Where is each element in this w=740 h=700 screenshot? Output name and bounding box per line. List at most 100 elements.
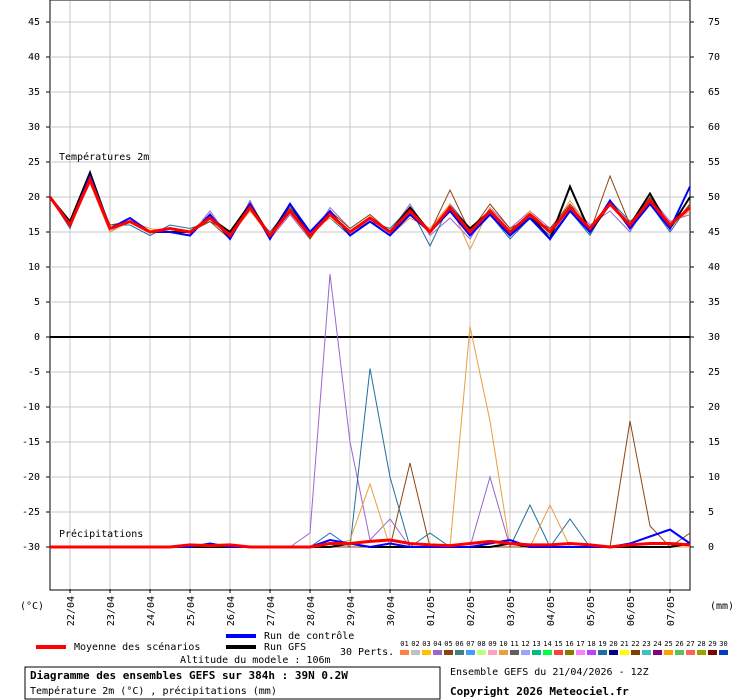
pert-swatch bbox=[521, 650, 530, 655]
temperature-line bbox=[48, 175, 691, 238]
pert-swatch bbox=[499, 650, 508, 655]
pert-swatch bbox=[653, 650, 662, 655]
x-tick-label: 07/05 bbox=[666, 596, 677, 626]
footer-box bbox=[24, 666, 441, 700]
pert-label: 26 bbox=[675, 640, 683, 648]
y-tick-label: -30 bbox=[22, 542, 40, 553]
y2-unit: (mm) bbox=[710, 601, 734, 612]
pert-label: 15 bbox=[554, 640, 562, 648]
pert-label: 28 bbox=[697, 640, 705, 648]
y-tick-label: 0 bbox=[34, 332, 40, 343]
pert-swatch bbox=[565, 650, 574, 655]
pert-swatch bbox=[598, 650, 607, 655]
x-tick-label: 02/05 bbox=[466, 596, 477, 626]
x-tick-label: 06/05 bbox=[626, 596, 637, 626]
pert-swatch bbox=[433, 650, 442, 655]
pert-label: 21 bbox=[620, 640, 628, 648]
pert-swatch bbox=[543, 650, 552, 655]
y-tick-label: 10 bbox=[28, 262, 40, 273]
pert-label: 04 bbox=[433, 640, 441, 648]
pert-swatch bbox=[675, 650, 684, 655]
pert-swatch bbox=[708, 650, 717, 655]
pert-swatch bbox=[631, 650, 640, 655]
pert-swatch bbox=[554, 650, 563, 655]
y2-tick-label: 35 bbox=[708, 297, 720, 308]
y2-tick-label: 25 bbox=[708, 367, 720, 378]
y-tick-label: -5 bbox=[28, 367, 40, 378]
pert-label: 30 bbox=[719, 640, 727, 648]
x-tick-label: 23/04 bbox=[106, 596, 117, 626]
pert-label: 13 bbox=[532, 640, 540, 648]
pert-label: 20 bbox=[609, 640, 617, 648]
temperature-label: Températures 2m bbox=[59, 151, 149, 163]
pert-swatch bbox=[642, 650, 651, 655]
pert-label: 22 bbox=[631, 640, 639, 648]
y2-tick-label: 40 bbox=[708, 262, 720, 273]
legend-label: Run GFS bbox=[264, 642, 306, 653]
pert-swatch bbox=[719, 650, 728, 655]
plot-frame bbox=[49, 0, 691, 591]
run-info: Ensemble GEFS du 21/04/2026 - 12Z bbox=[450, 667, 649, 678]
pert-label: 08 bbox=[477, 640, 485, 648]
pert-swatch bbox=[422, 650, 431, 655]
footer-subtitle: Température 2m (°C) , précipitations (mm… bbox=[30, 685, 277, 697]
precipitation-line bbox=[50, 538, 691, 549]
y2-tick-label: 75 bbox=[708, 17, 720, 28]
pert-swatch bbox=[477, 650, 486, 655]
y-tick-label: 15 bbox=[28, 227, 40, 238]
pert-swatch bbox=[609, 650, 618, 655]
x-tick-label: 30/04 bbox=[386, 596, 397, 626]
y-tick-label: 40 bbox=[28, 52, 40, 63]
copyright: Copyright 2026 Meteociel.fr bbox=[450, 685, 629, 698]
legend-label: Run de contrôle bbox=[264, 630, 354, 642]
pert-label: 17 bbox=[576, 640, 584, 648]
y2-tick-label: 20 bbox=[708, 402, 720, 413]
legend-label: Moyenne des scénarios bbox=[74, 641, 200, 653]
pert-swatch bbox=[576, 650, 585, 655]
footer-title: Diagramme des ensembles GEFS sur 384h : … bbox=[30, 669, 348, 682]
x-tick-label: 03/05 bbox=[506, 596, 517, 626]
pert-label: 23 bbox=[642, 640, 650, 648]
perts-label: 30 Perts. bbox=[340, 647, 394, 658]
y2-tick-label: 65 bbox=[708, 87, 720, 98]
x-tick-label: 01/05 bbox=[426, 596, 437, 626]
pert-label: 24 bbox=[653, 640, 661, 648]
x-tick-label: 26/04 bbox=[226, 596, 237, 626]
pert-label: 16 bbox=[565, 640, 573, 648]
x-tick-label: 29/04 bbox=[346, 596, 357, 626]
pert-label: 18 bbox=[587, 640, 595, 648]
pert-swatch bbox=[697, 650, 706, 655]
y2-tick-label: 60 bbox=[708, 122, 720, 133]
pert-label: 01 bbox=[400, 640, 408, 648]
pert-swatch bbox=[587, 650, 596, 655]
series-lines bbox=[48, 169, 691, 549]
y-unit: (°C) bbox=[20, 601, 44, 612]
x-tick-label: 04/05 bbox=[546, 596, 557, 626]
pert-swatch bbox=[686, 650, 695, 655]
x-tick-label: 27/04 bbox=[266, 596, 277, 626]
y-tick-label: -20 bbox=[22, 472, 40, 483]
x-tick-label: 25/04 bbox=[186, 596, 197, 626]
pert-swatch bbox=[444, 650, 453, 655]
pert-label: 06 bbox=[455, 640, 463, 648]
y-tick-label: -25 bbox=[22, 507, 40, 518]
pert-label: 10 bbox=[499, 640, 507, 648]
y-tick-label: 25 bbox=[28, 157, 40, 168]
precipitation-label: Précipitations bbox=[59, 528, 143, 540]
pert-swatch bbox=[411, 650, 420, 655]
y2-tick-label: 45 bbox=[708, 227, 720, 238]
pert-swatch bbox=[455, 650, 464, 655]
pert-label: 25 bbox=[664, 640, 672, 648]
pert-label: 19 bbox=[598, 640, 606, 648]
pert-label: 29 bbox=[708, 640, 716, 648]
pert-swatch bbox=[620, 650, 629, 655]
pert-label: 14 bbox=[543, 640, 551, 648]
x-tick-label: 28/04 bbox=[306, 596, 317, 626]
pert-label: 12 bbox=[521, 640, 529, 648]
pert-label: 11 bbox=[510, 640, 518, 648]
altitude: Altitude du modele : 106m bbox=[180, 655, 331, 666]
pert-label: 07 bbox=[466, 640, 474, 648]
y2-tick-label: 0 bbox=[708, 542, 714, 553]
x-tick-label: 24/04 bbox=[146, 596, 157, 626]
